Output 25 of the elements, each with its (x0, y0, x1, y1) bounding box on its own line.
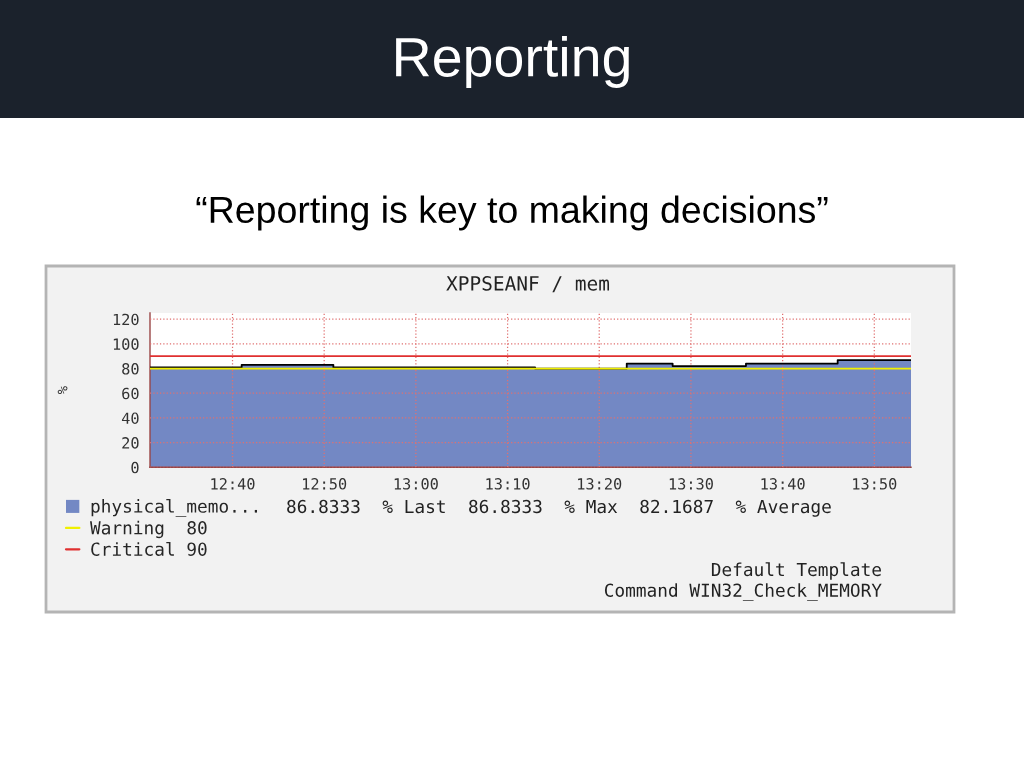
y-tick-label: 60 (122, 387, 139, 400)
text: Command WIN32_Check_MEMORY (604, 583, 882, 601)
y-tick-label: 120 (113, 313, 139, 326)
x-tick-label: 13:10 (486, 478, 530, 490)
chart-subtitle: “Reporting is key to making decisions” (196, 195, 828, 231)
y-tick-label: 100 (113, 338, 139, 350)
text: XPPSEANF / mem (446, 275, 610, 293)
y-tick-label: 40 (121, 412, 139, 424)
text: Default Template (711, 562, 881, 580)
y-tick-label: 80 (122, 363, 139, 375)
legend-label: Warning 80 (90, 520, 207, 539)
x-tick-label: 13:40 (761, 478, 805, 490)
y-tick-label: 20 (122, 437, 139, 449)
x-tick-label: 13:20 (578, 478, 622, 490)
chart-title: Reporting (396, 36, 629, 88)
y-axis-title: % (57, 386, 68, 395)
x-tick-label: 12:50 (303, 478, 347, 490)
x-tick-label: 13:00 (394, 478, 438, 490)
x-tick-label: 12:40 (211, 478, 255, 490)
x-tick-label: 13:50 (853, 478, 897, 490)
text: 86.8333 % Last 86.8333 % Max 82.1687 % Average (287, 499, 831, 517)
legend-label: Critical 90 (91, 542, 207, 556)
legend-label: physical_memo... (91, 499, 257, 517)
y-tick-label: 0 (131, 461, 139, 474)
x-tick-label: 13:30 (669, 478, 713, 490)
